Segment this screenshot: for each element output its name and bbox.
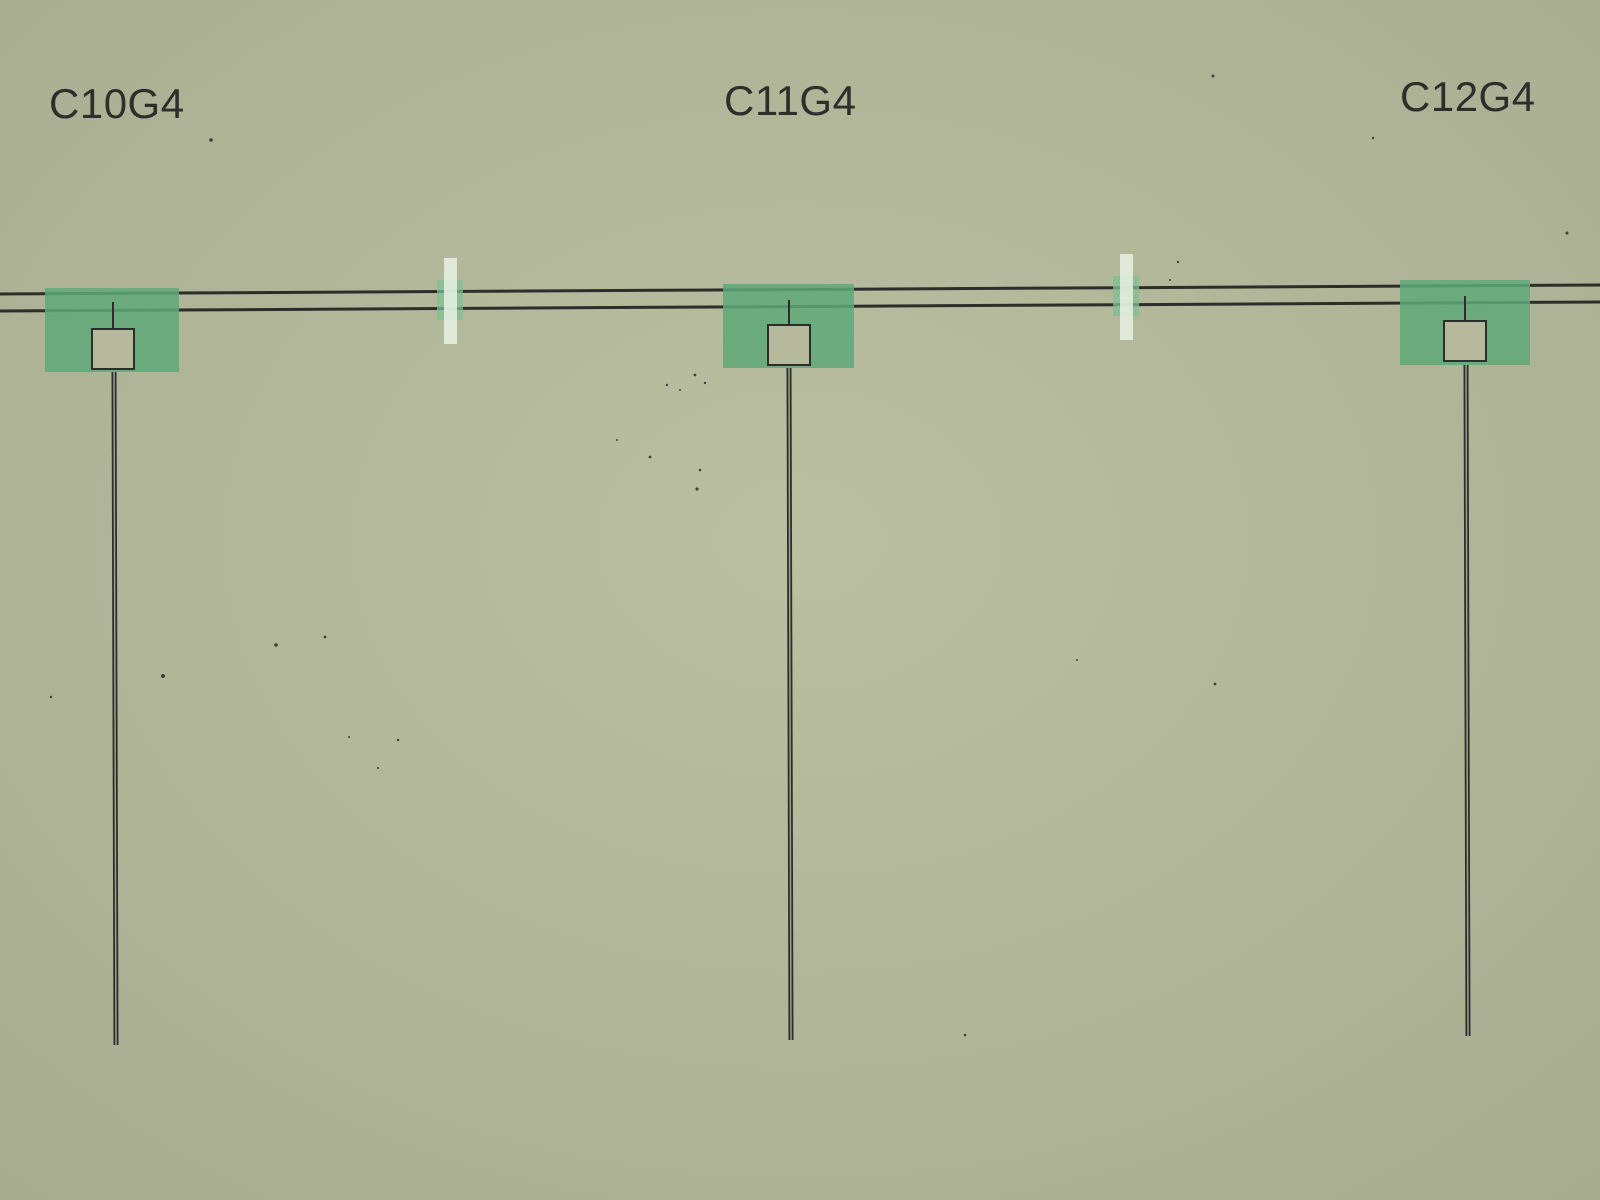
device-label-c12g4: C12G4 xyxy=(1400,73,1536,120)
device-pad-3 xyxy=(1400,280,1530,365)
device-pad-1 xyxy=(45,288,179,372)
device-label-c10g4: C10G4 xyxy=(49,80,185,127)
alignment-marker-2 xyxy=(1113,254,1139,340)
device-label-c11g4: C11G4 xyxy=(724,77,857,124)
device-pad-2 xyxy=(723,284,854,368)
alignment-marker-1 xyxy=(437,258,463,344)
dust-particles xyxy=(49,74,1569,1037)
